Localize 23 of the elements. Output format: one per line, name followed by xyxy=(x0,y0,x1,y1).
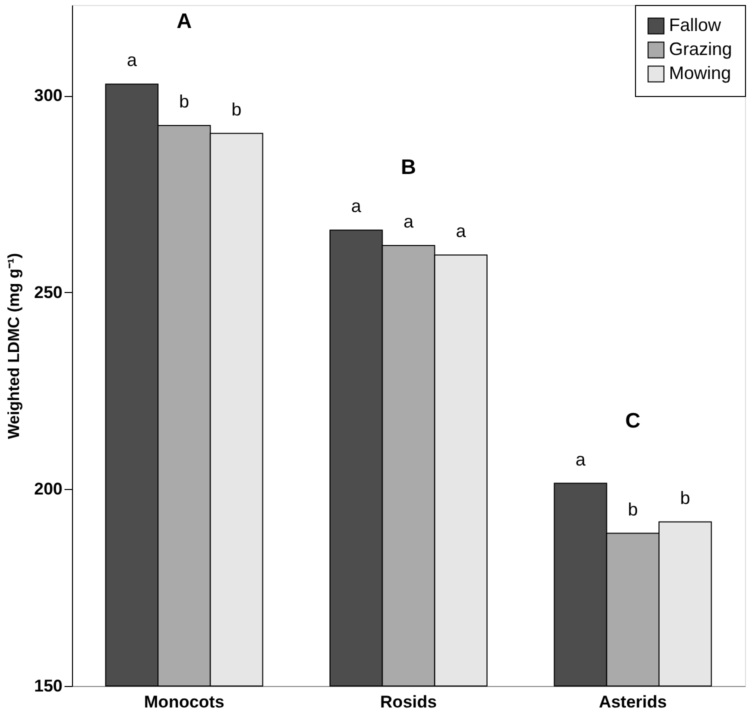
data-label: b xyxy=(628,499,638,520)
data-label: b xyxy=(179,91,190,112)
data-label: b xyxy=(232,99,242,120)
legend-label: Grazing xyxy=(669,39,732,59)
y-axis-title: Weighted LDMC (mg g⁻¹) xyxy=(6,252,24,440)
y-tick-label: 300 xyxy=(34,86,62,106)
data-label: a xyxy=(403,212,414,232)
legend-label: Fallow xyxy=(669,15,722,35)
y-tick-label: 250 xyxy=(34,282,62,302)
annotation: A xyxy=(176,10,192,34)
x-tick-label: Monocots xyxy=(144,692,224,712)
y-tick-label: 200 xyxy=(34,480,62,499)
annotation: B xyxy=(400,156,416,180)
annotation: C xyxy=(625,409,640,432)
legend-label: Mowing xyxy=(669,63,732,83)
data-label: a xyxy=(456,220,467,241)
x-tick-label: Asterids xyxy=(598,692,667,712)
x-tick-label: Rosids xyxy=(380,692,437,712)
data-label: a xyxy=(126,50,138,70)
data-label: b xyxy=(680,488,690,508)
data-label: a xyxy=(351,196,362,216)
data-label: a xyxy=(575,449,586,470)
y-tick-label: 150 xyxy=(34,676,62,696)
